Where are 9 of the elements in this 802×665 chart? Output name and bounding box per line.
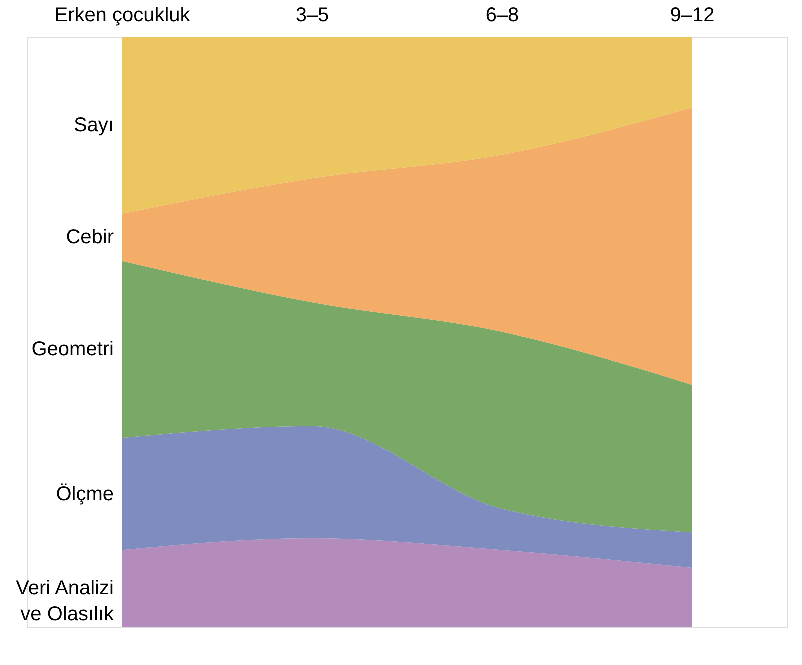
x-tick-label: 9–12 bbox=[670, 4, 715, 26]
x-tick-label: Erken çocukluk bbox=[54, 4, 192, 26]
series-label: Geometri bbox=[32, 338, 114, 361]
series-label: Veri Analizi ve Olasılık bbox=[16, 578, 115, 626]
x-tick-label: 3–5 bbox=[296, 4, 330, 26]
series-label: Cebir bbox=[66, 226, 114, 249]
x-tick-label: 6–8 bbox=[486, 4, 520, 26]
series-label: Ölçme bbox=[56, 483, 114, 506]
series-label: Sayı bbox=[74, 114, 114, 136]
